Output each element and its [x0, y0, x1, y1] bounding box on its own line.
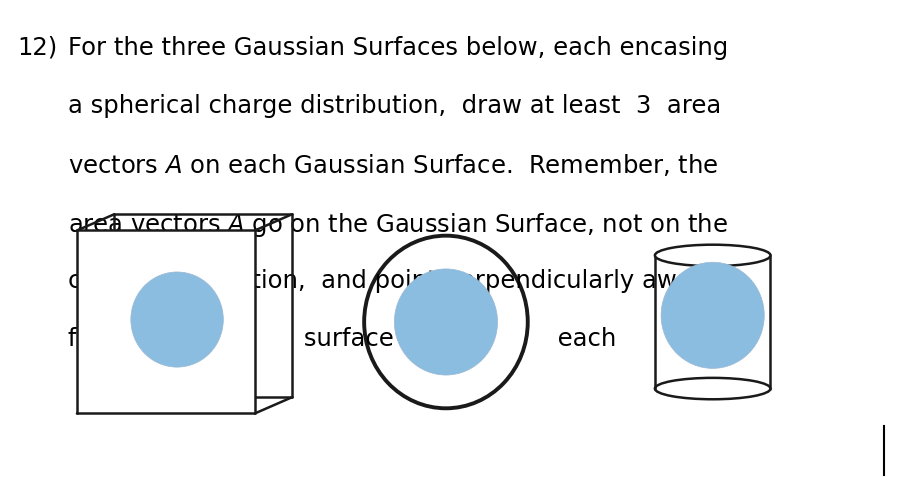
Text: 12): 12): [17, 36, 58, 60]
Bar: [654, 255, 769, 388]
Ellipse shape: [394, 269, 497, 375]
Ellipse shape: [130, 272, 223, 367]
Ellipse shape: [364, 236, 528, 408]
Ellipse shape: [654, 245, 769, 266]
Ellipse shape: [661, 262, 764, 369]
Text: a spherical charge distribution,  draw at least  3  area: a spherical charge distribution, draw at…: [68, 94, 720, 118]
Text: from         the         surface         at         each         point.: from the surface at each point.: [68, 327, 754, 351]
Text: For the three Gaussian Surfaces below, each encasing: For the three Gaussian Surfaces below, e…: [68, 36, 728, 60]
Text: charge distribution,  and point perpendicularly away: charge distribution, and point perpendic…: [68, 269, 705, 293]
Polygon shape: [77, 231, 255, 414]
Text: area vectors $\mathit{A}$ go on the Gaussian Surface, not on the: area vectors $\mathit{A}$ go on the Gaus…: [68, 210, 727, 239]
Ellipse shape: [654, 378, 769, 399]
Text: vectors $\mathit{A}$ on each Gaussian Surface.  Remember, the: vectors $\mathit{A}$ on each Gaussian Su…: [68, 152, 718, 179]
